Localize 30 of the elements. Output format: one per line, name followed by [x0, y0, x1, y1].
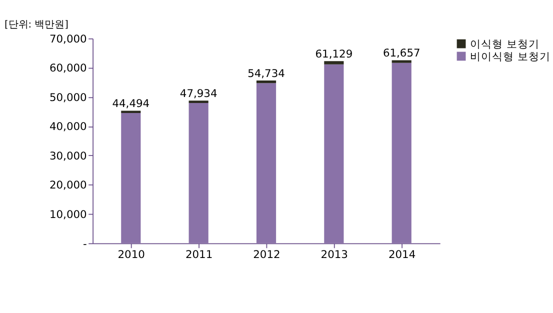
y-tick-label: 70,000	[49, 32, 88, 46]
y-tick-label: 20,000	[49, 178, 88, 192]
data-label: 44,494	[112, 97, 150, 110]
legend-label: 비이식형 보청기	[470, 50, 551, 63]
x-tick-label: 2010	[118, 248, 146, 261]
y-tick-label: -	[82, 237, 87, 250]
bar	[256, 83, 276, 244]
y-tick-label: 60,000	[49, 62, 88, 75]
x-tick-label: 2012	[253, 248, 280, 261]
data-label: 61,657	[382, 46, 420, 60]
y-tick-label: 30,000	[49, 149, 88, 162]
data-label: 54,734	[248, 66, 286, 80]
data-label: 47,934	[180, 87, 218, 100]
bar	[256, 80, 276, 84]
x-tick-label: 2014	[388, 248, 416, 261]
y-tick-label: 40,000	[49, 120, 88, 134]
bar	[324, 61, 344, 64]
x-tick-label: 2013	[320, 248, 348, 261]
bar	[392, 62, 412, 244]
y-tick-label: 10,000	[49, 208, 88, 221]
bar	[392, 60, 412, 63]
x-tick-label: 2011	[185, 248, 213, 261]
bar	[121, 113, 141, 244]
bar	[188, 102, 208, 244]
y-tick-label: 50,000	[49, 90, 88, 104]
bar	[324, 64, 344, 244]
text: [단위: 백만원]	[4, 20, 69, 31]
bar	[121, 110, 141, 114]
legend-label: 이식형 보청기	[470, 37, 540, 50]
data-label: 61,129	[315, 48, 353, 61]
